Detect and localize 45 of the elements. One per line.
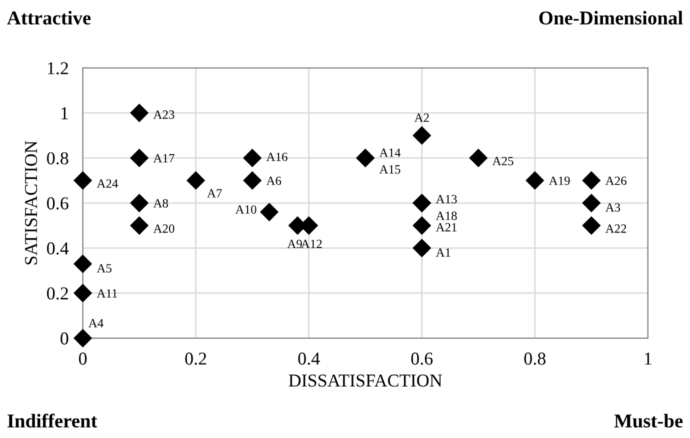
annotation: A22: [605, 224, 626, 233]
annotation: A23: [153, 110, 174, 119]
y-tick-label: 0.8: [47, 152, 68, 164]
annotation: A10: [235, 205, 256, 214]
annotation: A19: [548, 176, 570, 186]
annotation: A18: [436, 212, 457, 220]
x-tick-label: 0.6: [411, 352, 433, 365]
text: Indifferent: [8, 414, 98, 428]
y-tick-label: 0.2: [47, 287, 68, 300]
annotation: A7: [207, 189, 222, 198]
annotation: A3: [605, 203, 620, 212]
annotation: A5: [96, 264, 112, 273]
annotation: A2: [414, 114, 429, 122]
annotation: A4: [88, 319, 104, 328]
annotation: A21: [436, 223, 457, 232]
y-tick-label: 0.6: [47, 197, 68, 210]
x-tick-label: 0.2: [185, 352, 206, 365]
annotation: A14: [379, 148, 401, 157]
annotation: A15: [379, 165, 400, 174]
y-tick-label: 1.2: [48, 62, 68, 74]
x-axis-title: DISSATISFACTION: [288, 374, 442, 387]
annotation: A9: [287, 240, 302, 248]
annotation: A8: [153, 199, 168, 208]
y-tick-label: 0: [60, 332, 68, 345]
text: One-Dimensional: [539, 10, 683, 25]
y-tick-label: 0.4: [47, 242, 69, 255]
annotation: A24: [96, 179, 118, 188]
y-axis-title: SATISFACTION: [24, 140, 38, 264]
annotation: A20: [153, 224, 174, 233]
x-tick-label: 0.8: [524, 352, 546, 365]
annotation: A17: [153, 154, 174, 162]
annotation: A1: [436, 248, 450, 257]
annotation: A26: [605, 176, 626, 186]
annotation: A13: [436, 194, 457, 204]
annotation: A25: [492, 156, 514, 166]
x-tick-label: 0: [78, 352, 87, 365]
x-tick-label: 0.4: [298, 352, 320, 365]
text: Must-be: [614, 414, 683, 428]
annotation: A6: [266, 176, 282, 186]
y-tick-label: 1: [61, 107, 68, 120]
text: Attractive: [7, 10, 91, 25]
annotation: A16: [266, 152, 288, 162]
annotation: A12: [300, 240, 322, 248]
x-tick-label: 1: [644, 352, 652, 365]
annotation: A11: [96, 289, 117, 298]
